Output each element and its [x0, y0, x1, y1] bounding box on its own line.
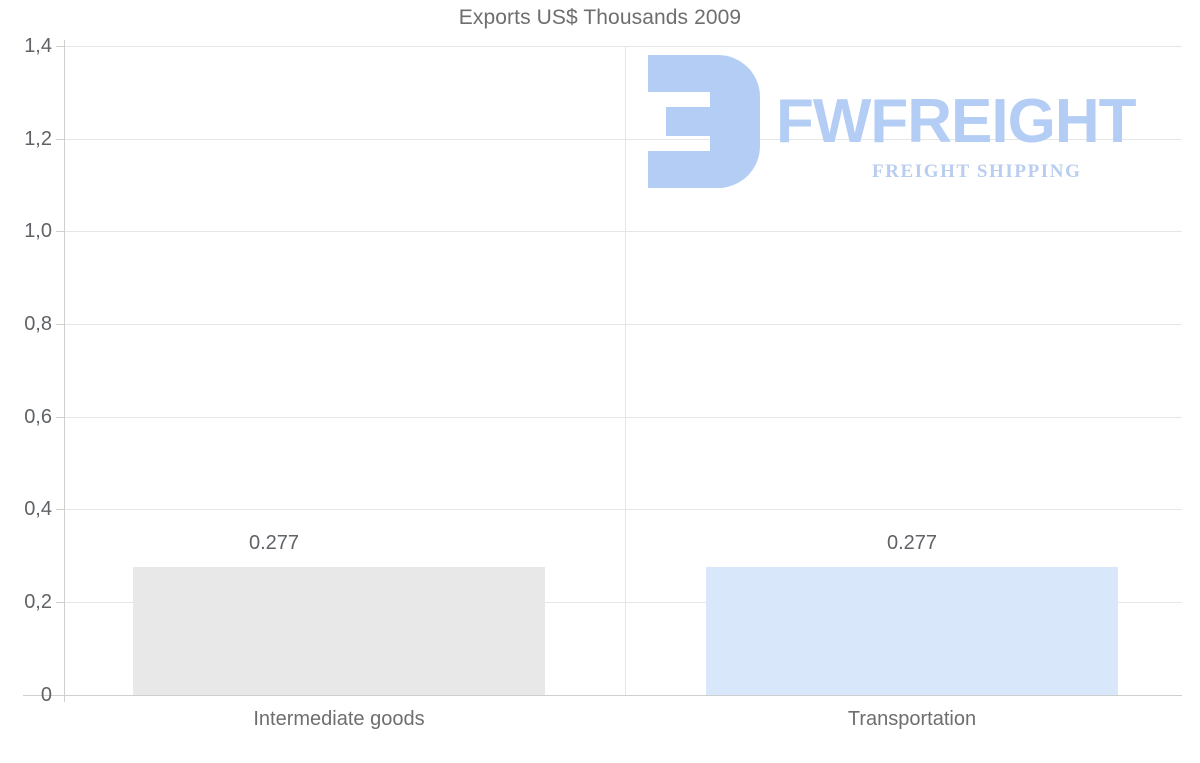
gridline-h-1.4 [65, 46, 1182, 47]
y-tick-mark-0 [56, 695, 65, 696]
y-tick-mark-1.4 [56, 46, 65, 47]
y-tick-mark-1.2 [56, 139, 65, 140]
bar-intermediate-goods[interactable] [133, 566, 545, 695]
y-tick-label-0.6: 0,6 [24, 406, 52, 428]
gridline-h-1.2 [65, 139, 1182, 140]
category-label-transportation: Transportation [847, 708, 977, 730]
y-tick-mark-0.6 [56, 417, 65, 418]
y-tick-label-1.4: 1,4 [24, 35, 52, 57]
bars-layer [65, 46, 1182, 695]
category-label-intermediate-goods: Intermediate goods [253, 708, 425, 730]
y-tick-label-0: 0 [40, 684, 52, 706]
y-tick-mark-0.8 [56, 324, 65, 325]
gridline-h-0.2 [65, 602, 1182, 603]
gridline-h-1.0 [65, 231, 1182, 232]
y-tick-label-1.2: 1,2 [24, 128, 52, 150]
y-tick-label-0.2: 0,2 [24, 591, 52, 613]
y-tick-mark-1.0 [56, 231, 65, 232]
y-tick-mark-0.4 [56, 509, 65, 510]
x-axis-line [23, 695, 1182, 696]
value-label-transportation: 0.277 [886, 531, 938, 554]
y-axis-line [64, 40, 65, 702]
y-tick-mark-0.2 [56, 602, 65, 603]
y-tick-label-0.8: 0,8 [24, 313, 52, 335]
y-tick-label-1.0: 1,0 [24, 220, 52, 242]
y-axis-labels: 1,4 1,2 1,0 0,8 0,6 0,4 0,2 0 [0, 0, 52, 763]
plot-area [65, 46, 1182, 695]
gridline-v-category-divider [625, 46, 626, 695]
gridline-h-0.8 [65, 324, 1182, 325]
gridline-h-0.6 [65, 417, 1182, 418]
gridline-h-0.4 [65, 509, 1182, 510]
value-label-intermediate-goods: 0.277 [248, 531, 300, 554]
chart-title: Exports US$ Thousands 2009 [458, 6, 742, 29]
y-tick-label-0.4: 0,4 [24, 498, 52, 520]
bar-transportation[interactable] [706, 566, 1118, 695]
